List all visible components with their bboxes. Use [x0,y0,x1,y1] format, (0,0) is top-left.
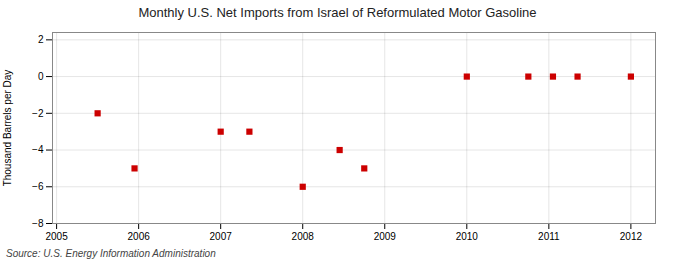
html-text:Source: U.S. Energy Informatio: Source: U.S. Energy Information Administ… [6,248,216,259]
svg-text:0: 0 [38,71,44,82]
svg-text:2011: 2011 [538,231,560,242]
svg-text:2007: 2007 [210,231,233,242]
svg-text:2012: 2012 [620,231,643,242]
svg-text:2010: 2010 [456,231,479,242]
svg-text:2: 2 [38,34,44,45]
svg-text:2009: 2009 [374,231,397,242]
svg-text:Thousand Barrels per Day: Thousand Barrels per Day [2,70,13,187]
svg-text:2008: 2008 [292,231,315,242]
svg-text:−4: −4 [32,144,44,155]
html-text:Monthly U.S. Net Imports from: Monthly U.S. Net Imports from Israel of … [138,5,537,20]
svg-text:2005: 2005 [45,231,68,242]
svg-text:−2: −2 [32,108,44,119]
svg-text:−8: −8 [32,218,44,229]
svg-text:−6: −6 [32,181,44,192]
svg-text:2006: 2006 [128,231,151,242]
